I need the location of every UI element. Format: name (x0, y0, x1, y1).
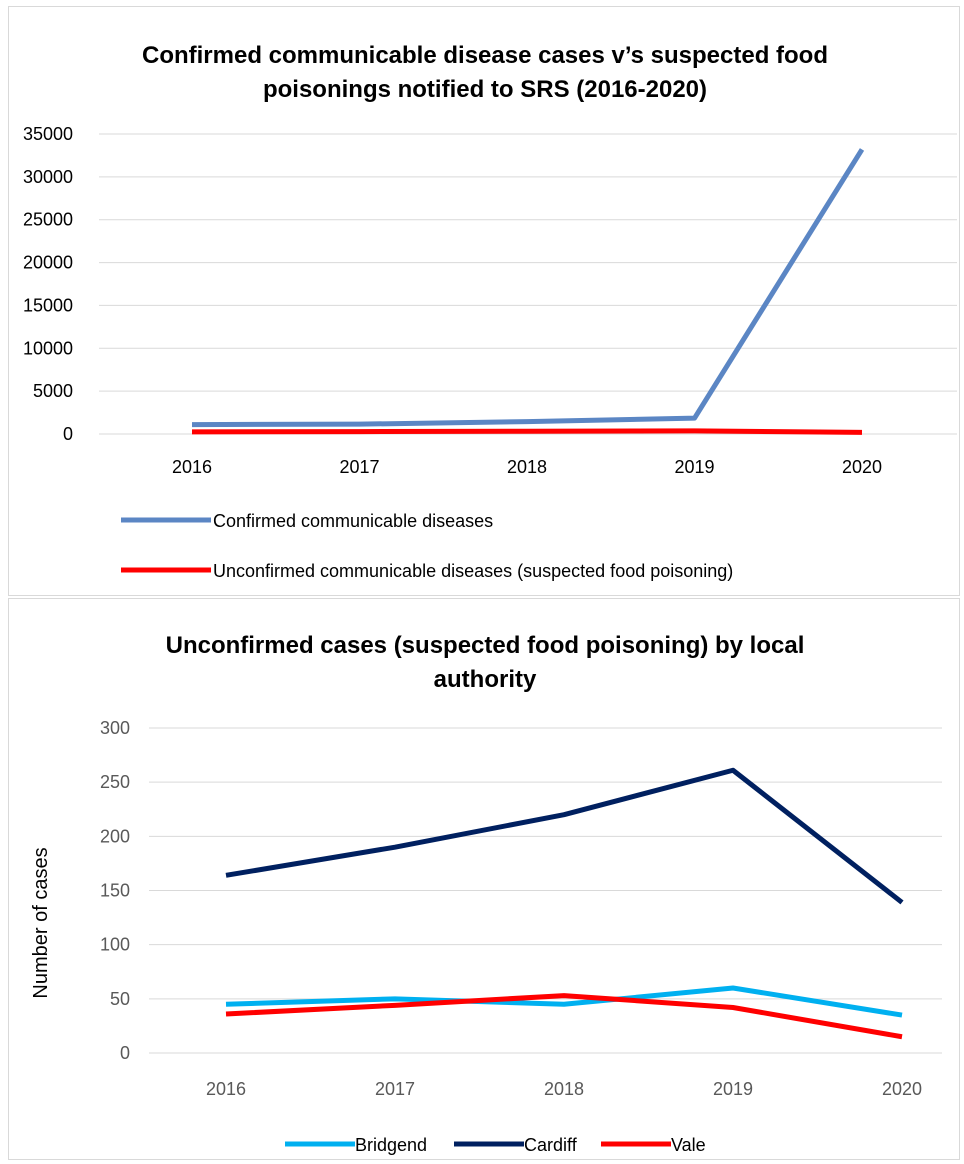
chart-1-title-line-1: Confirmed communicable disease cases v’s… (142, 42, 828, 69)
x-tick-label: 2019 (713, 1079, 753, 1099)
legend-label-confirmed: Confirmed communicable diseases (213, 511, 493, 531)
series-line-bridgend (225, 985, 903, 1018)
y-tick-label: 10000 (23, 338, 73, 358)
chart-1-series-lines (191, 148, 865, 435)
x-tick-label: 2016 (172, 457, 212, 477)
legend-label-cardiff: Cardiff (524, 1135, 578, 1155)
series-line-cardiff (225, 767, 904, 905)
chart-1-title-line-2: poisonings notified to SRS (2016-2020) (263, 76, 707, 103)
chart-1-panel: Confirmed communicable disease cases v’s… (8, 6, 960, 596)
y-tick-label: 0 (120, 1043, 130, 1063)
legend-label-unconfirmed: Unconfirmed communicable diseases (suspe… (213, 561, 733, 581)
y-tick-label: 100 (100, 935, 130, 955)
series-line-vale (225, 993, 903, 1040)
chart-1-svg: Confirmed communicable disease cases v’s… (23, 42, 957, 581)
y-tick-label: 150 (100, 881, 130, 901)
x-tick-label: 2020 (842, 457, 882, 477)
chart-2-legend: Bridgend Cardiff Vale (285, 1135, 706, 1155)
chart-2-y-axis-label: Number of cases (30, 847, 52, 998)
y-tick-label: 300 (100, 718, 130, 738)
y-tick-label: 30000 (23, 167, 73, 187)
y-tick-label: 20000 (23, 253, 73, 273)
chart-1-y-ticks: 0 5000 10000 15000 20000 25000 30000 35000 (23, 124, 73, 444)
chart-1-x-ticks: 2016 2017 2018 2019 2020 (172, 457, 882, 477)
series-line-confirmed (191, 148, 865, 428)
y-tick-label: 250 (100, 772, 130, 792)
y-tick-label: 5000 (33, 381, 73, 401)
x-tick-label: 2019 (674, 457, 714, 477)
chart-2-title-line-1: Unconfirmed cases (suspected food poison… (166, 632, 805, 659)
y-tick-label: 0 (63, 424, 73, 444)
chart-2-gridlines (149, 727, 942, 1054)
chart-2-svg: Unconfirmed cases (suspected food poison… (30, 632, 942, 1155)
y-tick-label: 15000 (23, 295, 73, 315)
chart-2-series-lines (225, 767, 904, 1040)
x-tick-label: 2018 (507, 457, 547, 477)
y-tick-label: 35000 (23, 124, 73, 144)
y-tick-label: 25000 (23, 210, 73, 230)
chart-2-y-ticks: 0 50 100 150 200 250 300 (100, 718, 130, 1063)
x-tick-label: 2020 (882, 1079, 922, 1099)
series-line-unconfirmed (191, 428, 863, 435)
x-tick-label: 2017 (375, 1079, 415, 1099)
y-tick-label: 50 (110, 989, 130, 1009)
chart-2-panel: Unconfirmed cases (suspected food poison… (8, 598, 960, 1160)
y-tick-label: 200 (100, 826, 130, 846)
chart-2-x-ticks: 2016 2017 2018 2019 2020 (206, 1079, 922, 1099)
chart-1-legend: Confirmed communicable diseases Unconfir… (121, 511, 733, 581)
chart-2-title-line-2: authority (434, 666, 537, 693)
chart-1-gridlines (99, 133, 957, 435)
legend-label-bridgend: Bridgend (355, 1135, 427, 1155)
x-tick-label: 2018 (544, 1079, 584, 1099)
legend-label-vale: Vale (671, 1135, 706, 1155)
x-tick-label: 2016 (206, 1079, 246, 1099)
x-tick-label: 2017 (339, 457, 379, 477)
